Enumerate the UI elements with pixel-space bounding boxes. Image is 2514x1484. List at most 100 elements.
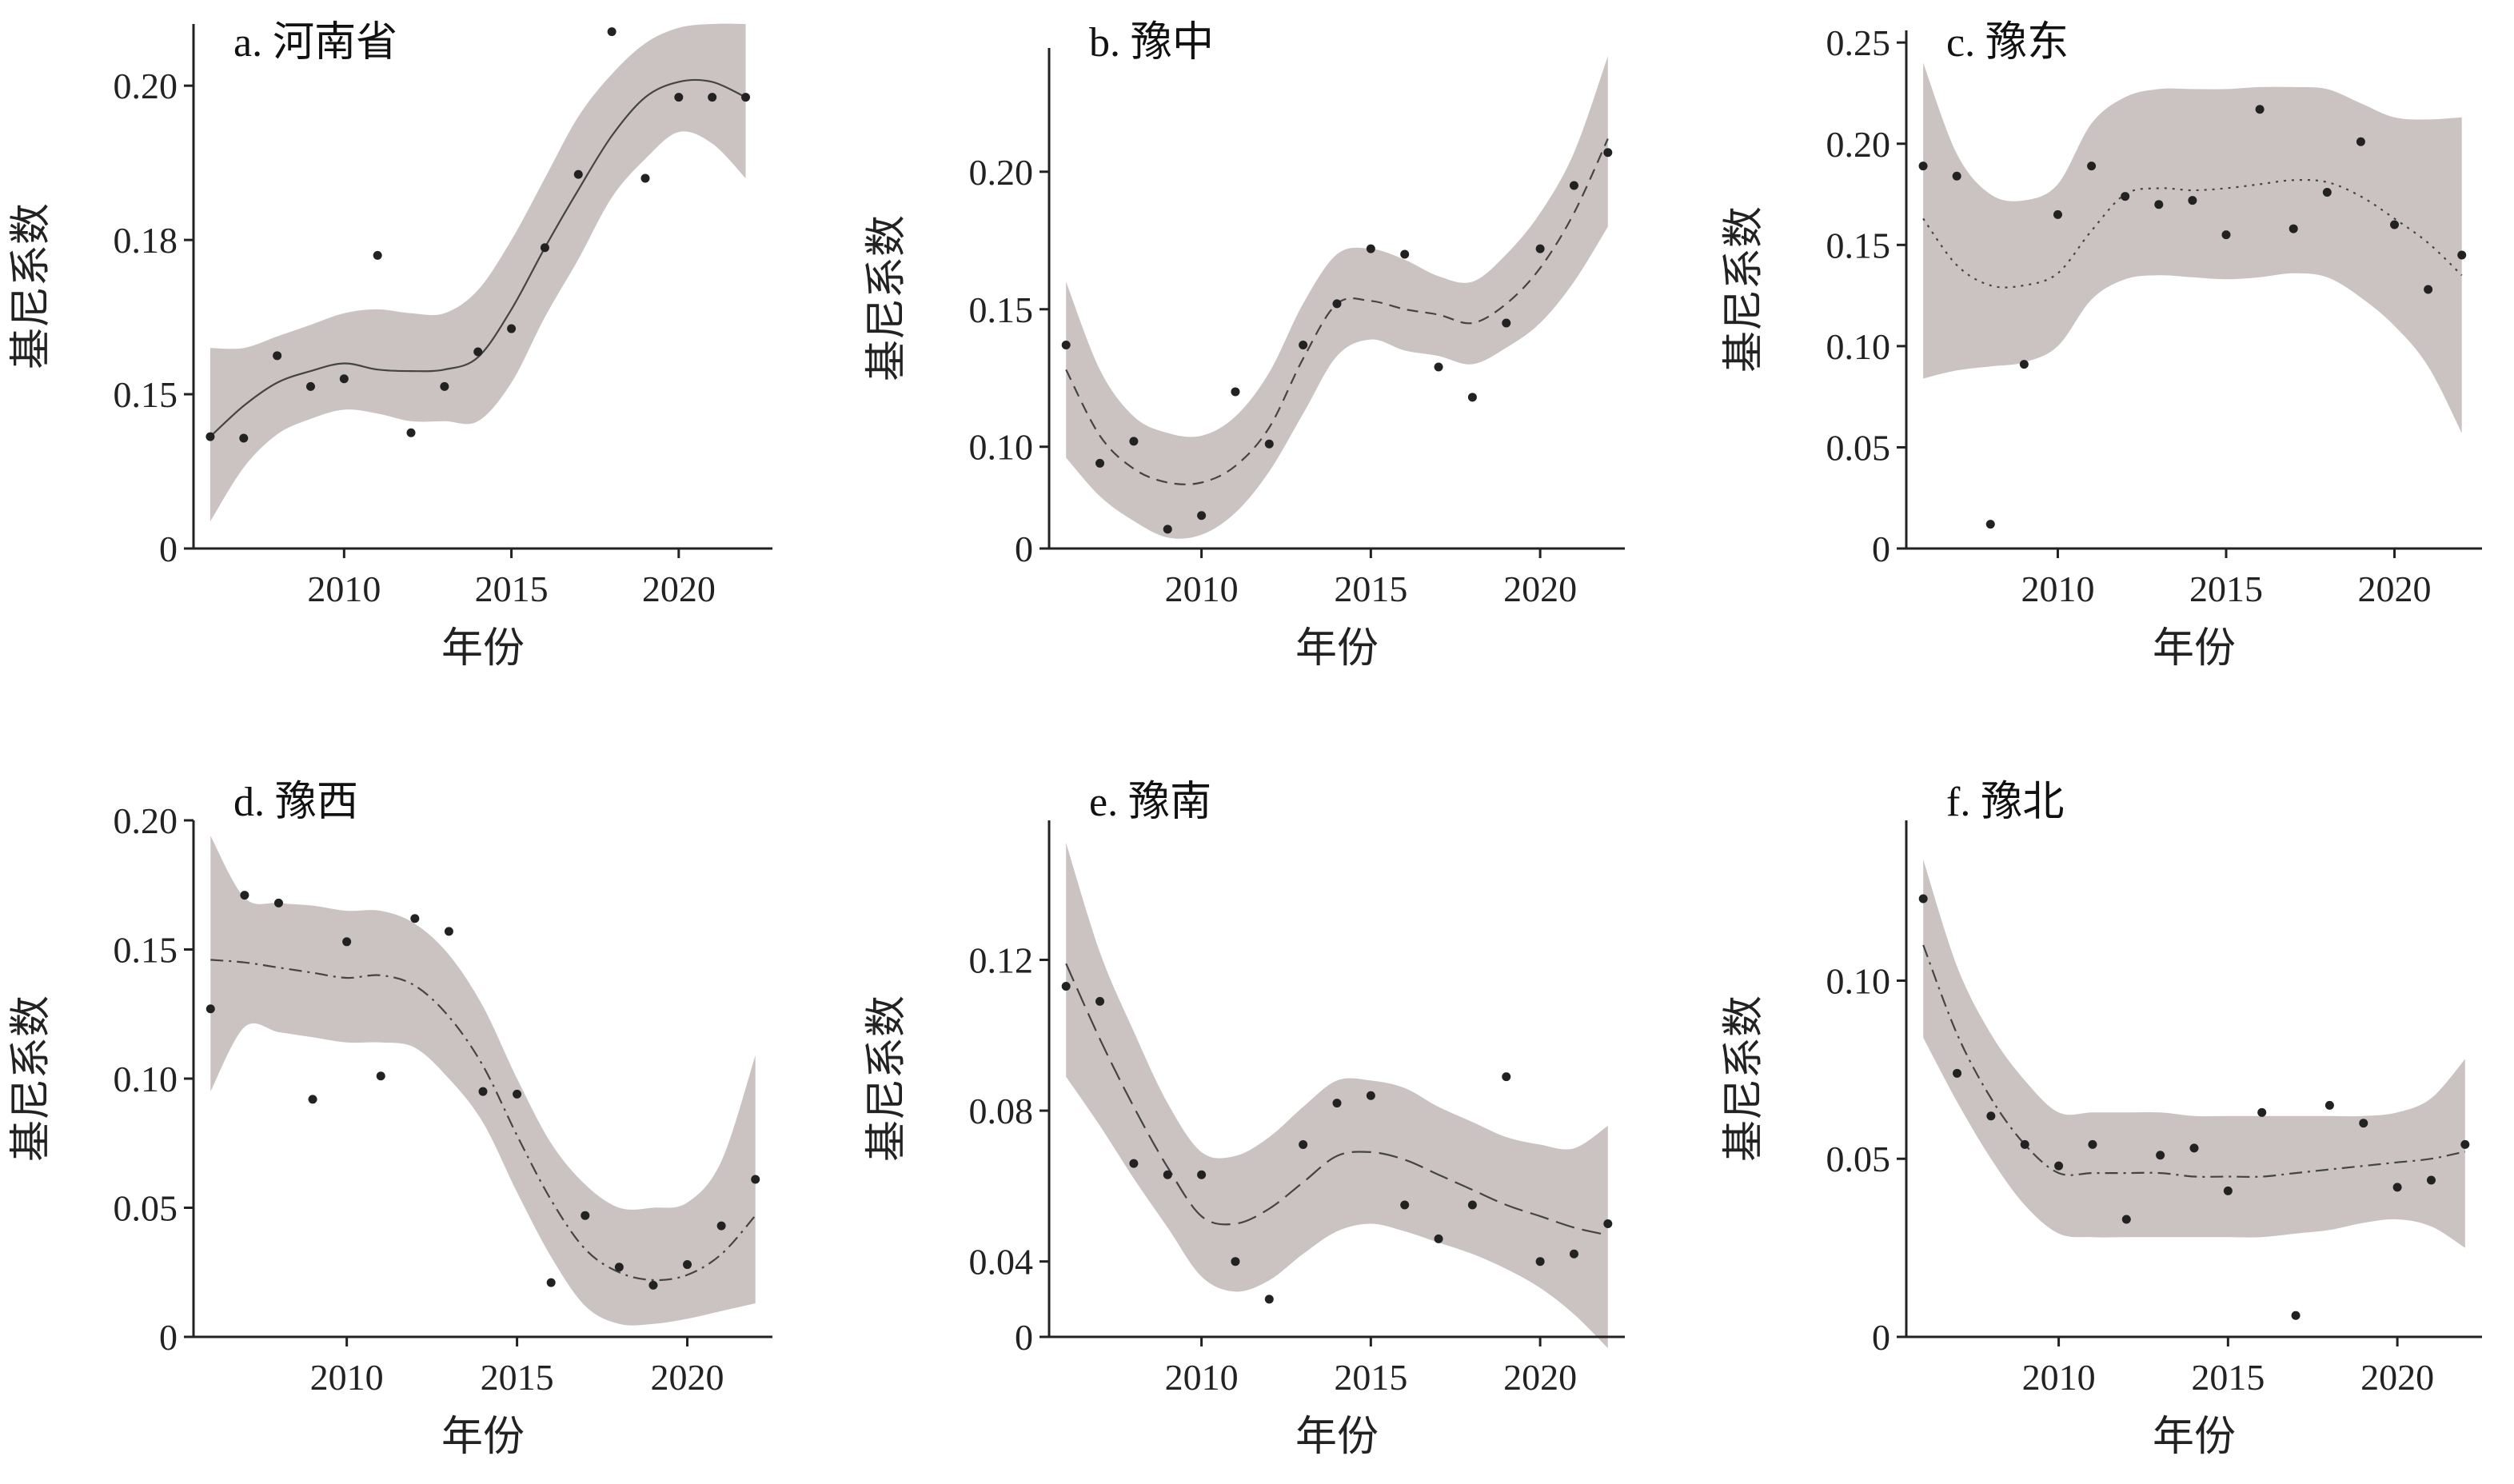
data-point: [1986, 1111, 1996, 1121]
data-point: [1985, 520, 1995, 529]
y-tick-label: 0.15: [114, 930, 178, 971]
fit-line: [1065, 138, 1609, 485]
y-tick-label: 0.20: [1826, 124, 1891, 165]
x-tick-label: 2020: [642, 568, 716, 609]
panel-title: c. 豫东: [1946, 20, 2069, 66]
x-tick-label: 2010: [2021, 568, 2094, 609]
confidence-band: [210, 836, 756, 1326]
data-point: [1129, 1159, 1139, 1168]
chart-panel-6: 0 0.05 0.10 2010 2015 2020 年份 基尼系数 f. 豫北: [1722, 780, 2482, 1460]
data-point: [273, 898, 283, 908]
fit-line: [1922, 944, 2466, 1178]
data-point: [1400, 249, 1410, 259]
panel-title: b. 豫中: [1089, 20, 1214, 66]
y-tick-label: 0.05: [1826, 1139, 1891, 1179]
data-point: [1061, 981, 1071, 991]
data-point: [1366, 244, 1375, 253]
x-tick-label: 2010: [307, 568, 381, 609]
fit-line: [210, 78, 746, 437]
panel-title: f. 豫北: [1946, 780, 2064, 825]
y-tick-label: 0.08: [969, 1091, 1034, 1131]
data-point: [546, 1278, 556, 1287]
data-point: [2460, 1139, 2470, 1149]
y-tick-label: 0.12: [969, 939, 1034, 980]
confidence-band: [210, 23, 746, 522]
data-point: [507, 324, 517, 333]
y-tick-label: 0.10: [1826, 326, 1891, 367]
data-point: [2221, 230, 2231, 240]
x-tick-label: 2015: [1334, 568, 1407, 609]
y-tick-label: 0.20: [114, 66, 178, 106]
data-point: [342, 937, 352, 947]
data-point: [2053, 209, 2062, 219]
data-point: [1569, 1249, 1578, 1259]
x-axis-title: 年份: [2153, 626, 2236, 672]
x-axis-title: 年份: [1295, 1414, 1379, 1460]
data-point: [240, 891, 249, 900]
confidence-band: [1923, 62, 2462, 433]
y-tick-label: 0.15: [969, 289, 1034, 330]
x-axis-title: 年份: [441, 1414, 525, 1460]
data-point: [444, 927, 453, 936]
y-tick-label: 0: [1872, 529, 1890, 569]
y-tick-label: 0: [159, 1317, 178, 1358]
data-point: [305, 381, 315, 391]
confidence-band: [1923, 860, 2465, 1248]
data-point: [2188, 196, 2197, 205]
y-tick-label: 0.05: [114, 1188, 178, 1229]
data-point: [473, 347, 483, 357]
x-tick-label: 2010: [1165, 568, 1239, 609]
data-point: [478, 1087, 488, 1096]
data-point: [1332, 299, 1342, 309]
data-point: [1918, 162, 1928, 171]
data-point: [581, 1211, 590, 1220]
data-point: [2322, 188, 2332, 197]
x-tick-label: 2020: [1503, 1357, 1577, 1398]
data-point: [573, 170, 583, 179]
data-point: [1299, 1140, 1308, 1150]
y-tick-label: 0.10: [969, 427, 1034, 468]
y-tick-label: 0.05: [1826, 427, 1891, 468]
data-point: [2189, 1143, 2199, 1153]
y-axis-title: 基尼系数: [1722, 995, 1767, 1162]
chart-panel-2: 0 0.10 0.15 0.20 2010 2015 2020 年份 基尼系数 b. 豫中: [864, 20, 1625, 672]
data-point: [614, 1263, 624, 1272]
data-point: [410, 914, 420, 924]
x-tick-label: 2015: [1334, 1357, 1407, 1398]
x-tick-label: 2020: [2358, 568, 2432, 609]
data-point: [648, 1280, 658, 1290]
data-point: [2156, 1151, 2165, 1160]
data-point: [2457, 250, 2467, 260]
x-tick-label: 2015: [2191, 1357, 2265, 1398]
panel-title: d. 豫西: [233, 780, 358, 825]
data-point: [1467, 393, 1477, 402]
chart-panel-3: 0 0.05 0.10 0.15 0.20 0.25 2010 2015 2020 年份 基尼系数 c…: [1722, 20, 2482, 672]
data-point: [1332, 1099, 1342, 1108]
data-point: [1163, 525, 1172, 534]
data-point: [1434, 1234, 1443, 1243]
data-point: [2392, 1183, 2402, 1192]
x-tick-label: 2015: [2189, 568, 2263, 609]
data-point: [2359, 1119, 2368, 1128]
data-point: [1502, 1072, 1511, 1082]
panel-title: e. 豫南: [1089, 780, 1211, 825]
data-point: [376, 1071, 385, 1081]
data-point: [1535, 244, 1545, 253]
y-tick-label: 0.20: [969, 152, 1034, 193]
data-point: [2255, 105, 2265, 114]
x-tick-label: 2020: [651, 1357, 724, 1398]
data-point: [2121, 192, 2130, 201]
data-point: [1095, 996, 1105, 1006]
data-point: [1197, 511, 1207, 521]
data-point: [2121, 1215, 2131, 1224]
data-point: [2324, 1100, 2334, 1110]
y-tick-label: 0.10: [1826, 960, 1891, 1001]
data-point: [2257, 1107, 2267, 1117]
data-point: [640, 174, 650, 183]
data-point: [2019, 360, 2029, 369]
y-tick-label: 0: [1015, 529, 1033, 569]
x-tick-label: 2015: [481, 1357, 554, 1398]
y-tick-label: 0.04: [969, 1242, 1034, 1283]
y-tick-label: 0: [1015, 1317, 1033, 1358]
